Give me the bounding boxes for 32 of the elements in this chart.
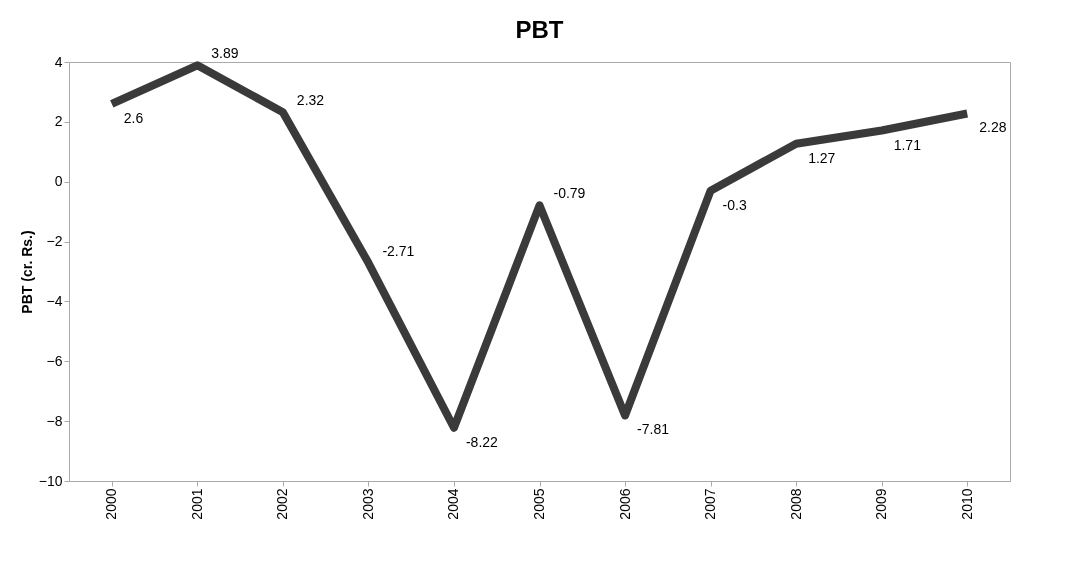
data-label: 3.89 bbox=[211, 45, 239, 62]
chart-title: PBT bbox=[515, 16, 564, 44]
x-tick-label: 2005 bbox=[531, 488, 547, 520]
y-tick-label: −2 bbox=[46, 233, 63, 250]
y-tick-label: 2 bbox=[54, 113, 63, 130]
data-label: 1.71 bbox=[893, 136, 922, 153]
y-tick-label: 4 bbox=[54, 53, 63, 70]
data-label: 2.32 bbox=[296, 92, 325, 109]
y-axis-title: PBT (cr. Rs.) bbox=[18, 230, 35, 314]
x-tick-label: 2000 bbox=[103, 488, 120, 520]
x-tick-label: 2010 bbox=[958, 488, 975, 520]
data-label: -0.3 bbox=[722, 196, 747, 213]
data-label: 2.6 bbox=[123, 109, 144, 126]
y-tick-label: −8 bbox=[46, 412, 63, 429]
y-tick-label: −4 bbox=[46, 292, 63, 309]
data-label: 1.27 bbox=[808, 149, 836, 166]
y-tick-label: −10 bbox=[38, 472, 63, 489]
data-label: -8.22 bbox=[465, 433, 499, 450]
x-tick-label: 2001 bbox=[188, 488, 205, 520]
data-label: -0.79 bbox=[553, 185, 586, 202]
y-tick-label: 0 bbox=[54, 173, 63, 190]
x-tick-label: 2006 bbox=[616, 488, 633, 520]
data-label: -7.81 bbox=[637, 421, 670, 438]
x-tick-label: 2007 bbox=[702, 488, 719, 520]
data-label: -2.71 bbox=[382, 242, 415, 259]
y-tick-label: −6 bbox=[46, 352, 63, 369]
x-tick-label: 2004 bbox=[445, 488, 462, 520]
x-tick-label: 2008 bbox=[787, 488, 804, 520]
x-tick-label: 2009 bbox=[873, 488, 890, 520]
x-tick-label: 2003 bbox=[359, 488, 376, 520]
data-label: 2.28 bbox=[979, 119, 1007, 136]
x-tick-label: 2002 bbox=[274, 488, 291, 520]
